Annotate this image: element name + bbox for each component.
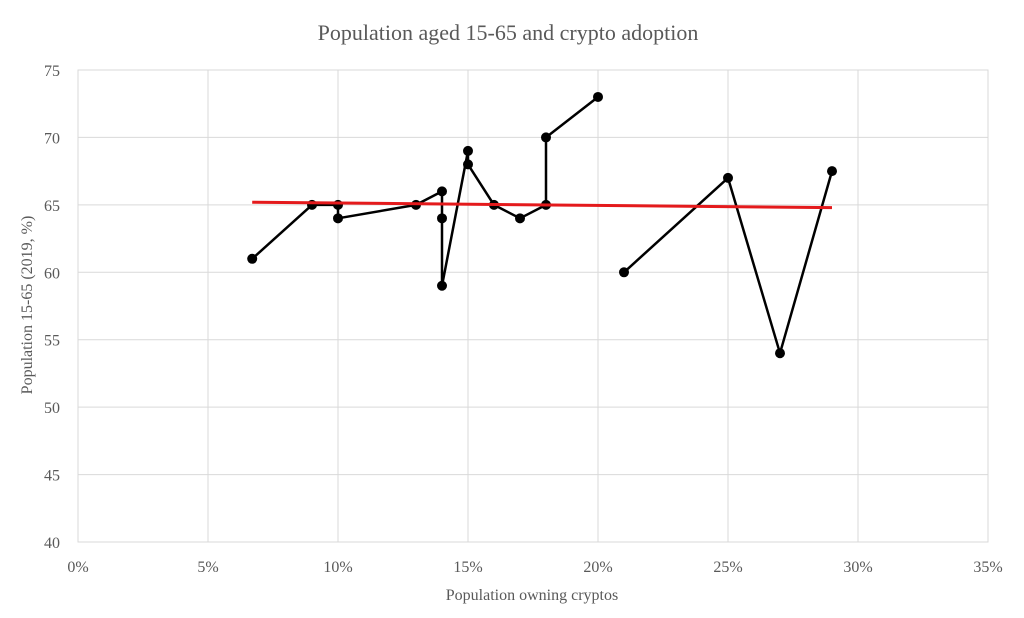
x-tick-label: 5% — [197, 559, 218, 576]
x-tick-label: 20% — [583, 559, 612, 576]
data-point — [541, 132, 551, 143]
y-tick-label: 45 — [44, 468, 60, 485]
data-point — [247, 253, 258, 264]
data-point — [775, 348, 785, 359]
y-tick-label: 70 — [44, 130, 60, 147]
x-tick-label: 30% — [843, 559, 872, 576]
trendline — [252, 200, 833, 210]
y-axis-label: Population 15-65 (2019, %) — [19, 216, 36, 395]
y-tick-label: 50 — [44, 400, 60, 417]
y-tick-label: 60 — [44, 265, 60, 282]
data-point — [437, 186, 447, 197]
data-point — [463, 159, 473, 170]
data-point — [463, 145, 473, 156]
data-point — [515, 213, 525, 224]
x-axis-label: Population owning cryptos — [446, 587, 618, 604]
x-tick-label: 0% — [67, 559, 88, 576]
x-tick-label: 10% — [323, 559, 352, 576]
plot-frame — [77, 69, 989, 543]
data-point — [619, 267, 629, 278]
series-layer — [247, 91, 837, 359]
grid-layer — [77, 69, 989, 543]
x-tick-label: 35% — [973, 559, 1002, 576]
tick-labels: 0% 5% 10% 15% 20% 25% 30% 35% 40 45 50 55 60 65 70 75 — [44, 63, 1003, 576]
data-point — [333, 213, 343, 224]
data-point — [333, 199, 343, 210]
series-line-2 — [623, 170, 834, 355]
y-tick-label: 65 — [44, 198, 60, 215]
y-tick-label: 40 — [44, 535, 60, 552]
x-tick-label: 15% — [453, 559, 482, 576]
x-tick-label: 25% — [713, 559, 742, 576]
series-line-1 — [251, 96, 599, 288]
data-point — [827, 166, 837, 177]
data-point — [723, 172, 733, 183]
y-tick-label: 75 — [44, 63, 60, 80]
data-point — [593, 91, 603, 102]
data-point — [437, 280, 447, 291]
chart-title: Population aged 15-65 and crypto adoptio… — [318, 20, 699, 45]
data-point — [437, 213, 447, 224]
y-tick-label: 55 — [44, 333, 60, 350]
